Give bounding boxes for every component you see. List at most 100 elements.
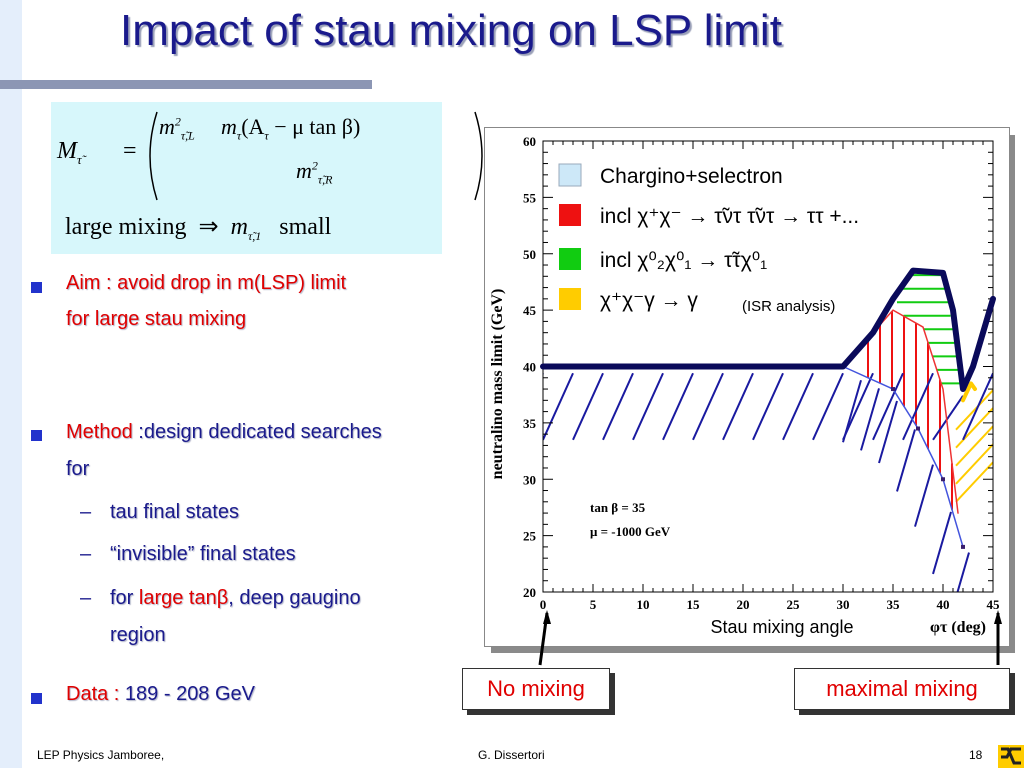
- hatch-stroke: [896, 429, 916, 492]
- m22-sup: 2: [311, 158, 318, 173]
- sub-bullet-large-tanb: for large tanβ, deep gaugino: [110, 587, 361, 610]
- matrix-entry-12: mτ(Aτ − μ tan β): [221, 114, 360, 143]
- hatch-stroke: [812, 372, 844, 441]
- x-tick-label: 45: [987, 597, 1001, 612]
- bullet-method-marker: [31, 430, 42, 441]
- yellow-hatch-region: [955, 389, 993, 503]
- legend-label: Chargino+selectron: [600, 165, 783, 188]
- maximal-mixing-callout: maximal mixing: [794, 668, 1010, 710]
- hatch-stroke: [992, 437, 993, 440]
- bullet-data: Data : 189 - 208 GeV: [66, 683, 255, 706]
- legend-label: incl χ⁺χ⁻ → τ̃ντ τ̃ντ → ττ +...: [600, 205, 859, 228]
- legend-swatch: [558, 163, 582, 187]
- matrix-entry-11: m2τ̃,L: [159, 114, 195, 143]
- red-hatch-region: [867, 311, 953, 510]
- x-axis-label: Stau mixing angle: [710, 617, 853, 637]
- y-tick-label: 20: [523, 585, 536, 600]
- m22-sub: τ̃,R: [317, 172, 333, 187]
- m22-symbol: m: [296, 158, 312, 183]
- sub-bullet-region: region: [110, 624, 166, 646]
- hatch-stroke: [955, 425, 993, 467]
- hatch-stroke: [752, 372, 784, 441]
- hatch-stroke: [955, 443, 993, 485]
- hatch-stroke: [602, 372, 634, 441]
- left-accent-bar: [0, 0, 22, 768]
- legend-swatch: [559, 288, 581, 310]
- hatch-stroke: [842, 379, 862, 443]
- series-lines: [540, 267, 996, 549]
- hatch-stroke: [632, 372, 664, 441]
- title-rule: [0, 80, 372, 89]
- bullet-method-line2: for: [66, 458, 89, 481]
- excluded-hatch-region: [543, 372, 993, 592]
- m12-symbol: m: [221, 114, 237, 139]
- hatch-stroke: [722, 372, 754, 441]
- no-mixing-arrow-head: [543, 610, 551, 624]
- hatch-stroke: [962, 372, 993, 441]
- y-tick-label: 45: [523, 303, 537, 318]
- sub3-pre: for: [110, 587, 134, 609]
- y-tick-label: 50: [523, 247, 536, 262]
- hatch-stroke: [902, 372, 934, 441]
- m12-sub: τ: [236, 128, 242, 143]
- m12-rest-sub: τ: [264, 128, 269, 143]
- aim-label: Aim :: [66, 272, 112, 294]
- series-point: [941, 477, 945, 482]
- x-tick-label: 15: [687, 597, 701, 612]
- y-tick-label: 60: [523, 134, 536, 149]
- slide-title: Impact of stau mixing on LSP limit: [120, 6, 782, 55]
- axis-ticks: 0 5 10 15 20 25 30 35 40 45 20 25 30 35 40 45 50 55 60: [523, 134, 1000, 612]
- hatch-stroke: [860, 388, 880, 451]
- bullet-aim-marker: [31, 282, 42, 293]
- hatch-stroke: [842, 372, 874, 441]
- legend-label: χ⁺χ⁻γ → γ: [600, 289, 698, 312]
- hatch-stroke: [782, 372, 814, 441]
- m11-symbol: m: [159, 114, 175, 139]
- maximal-mixing-arrow-head: [994, 610, 1002, 624]
- matrix-brackets: [149, 111, 483, 201]
- sub3-red: large tanβ: [138, 587, 229, 609]
- hatch-stroke: [692, 372, 724, 441]
- series-point: [916, 426, 920, 431]
- footer-event: LEP Physics Jamboree,: [37, 748, 165, 762]
- y-tick-label: 55: [523, 190, 537, 205]
- hatch-stroke: [932, 395, 964, 441]
- x-tick-label: 10: [637, 597, 650, 612]
- y-tick-label: 25: [523, 529, 537, 544]
- no-mixing-callout: No mixing: [462, 668, 610, 710]
- hatch-stroke: [955, 461, 993, 503]
- hatch-stroke: [956, 552, 970, 592]
- x-tick-label: 35: [887, 597, 901, 612]
- formula-lhs: Mτ̃: [57, 138, 82, 168]
- legend-swatch: [559, 248, 581, 270]
- lep-logo-icon: [998, 745, 1024, 768]
- x-axis-symbol: φτ (deg): [930, 619, 986, 636]
- sub-bullet-invisible: “invisible” final states: [110, 543, 296, 565]
- large-mixing-text: large mixing: [65, 214, 187, 240]
- hatch-stroke: [878, 400, 898, 464]
- hatch-stroke: [872, 372, 904, 441]
- aim-text: avoid drop in m(LSP) limit: [117, 272, 347, 294]
- formula-lhs-sub: τ̃: [77, 151, 82, 167]
- legend-label: incl χ⁰₂χ⁰₁ → τ̃τχ⁰₁: [600, 249, 767, 272]
- formula-lhs-symbol: M: [57, 138, 77, 164]
- x-tick-label: 20: [737, 597, 750, 612]
- m12-tail: − μ tan β): [268, 114, 361, 139]
- hatch-stroke: [955, 389, 993, 431]
- chart-legend: Chargino+selectron incl χ⁺χ⁻ → τ̃ντ τ̃ντ …: [558, 163, 859, 315]
- bottom-m-sub: τ̃,1: [248, 228, 262, 243]
- implies-arrow: ⇒: [198, 214, 219, 240]
- hatch-stroke: [932, 511, 952, 575]
- bottom-m-symbol: m: [230, 214, 248, 240]
- x-tick-label: 30: [837, 597, 850, 612]
- x-tick-label: 25: [787, 597, 801, 612]
- y-tick-label: 35: [523, 416, 537, 431]
- x-tick-label: 0: [540, 597, 547, 612]
- small-text: small: [279, 214, 332, 240]
- bullet-aim: Aim : avoid drop in m(LSP) limit: [66, 272, 346, 295]
- bullet-method: Method :design dedicated searches: [66, 421, 382, 444]
- y-tick-label: 30: [523, 472, 536, 487]
- series-point: [891, 387, 895, 392]
- param-mu: μ = -1000 GeV: [590, 524, 671, 539]
